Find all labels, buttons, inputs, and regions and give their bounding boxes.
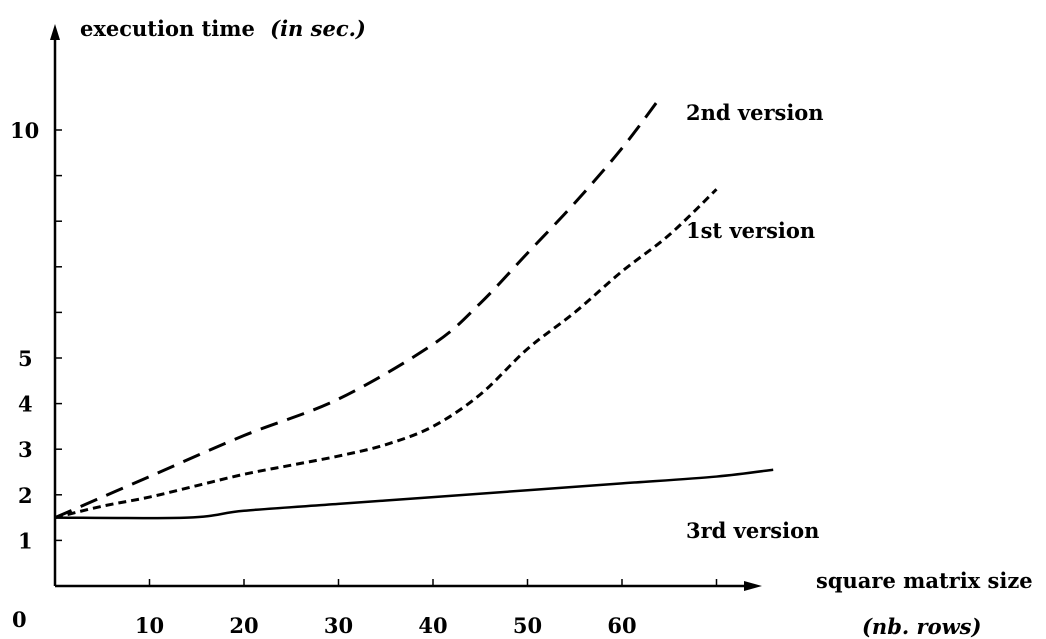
series-line-2 [54, 188, 718, 520]
y-axis-title-text: execution time [80, 16, 255, 41]
x-tick-label: 10 [135, 613, 164, 638]
y-axis-title-unit: (in sec.) [270, 16, 366, 41]
x-tick-label: 50 [513, 613, 542, 638]
x-axis-title: square matrix size [816, 568, 1033, 593]
y-tick-label: 4 [18, 392, 33, 417]
x-tick-label: 40 [418, 613, 447, 638]
y-tick-label: 5 [18, 346, 33, 371]
labels: execution time (in sec.) square matrix s… [12, 16, 1033, 639]
y-axis-arrow [50, 24, 60, 40]
x-tick-label: 20 [229, 613, 258, 638]
series-line-3 [54, 468, 774, 520]
x-tick-label: 60 [607, 613, 636, 638]
series-label-1: 2nd version [686, 100, 824, 125]
x-tick-label: 30 [324, 613, 353, 638]
series-label-3: 3rd version [686, 518, 819, 543]
y-tick-label: 3 [18, 437, 33, 462]
y-tick-label: 1 [18, 528, 33, 553]
y-axis-title: execution time (in sec.) [80, 16, 366, 41]
y-tick-label: 2 [18, 483, 33, 508]
x-axis-arrow [744, 581, 762, 591]
series-line-1 [54, 97, 661, 519]
ticks: 1 2 3 4 5 10 10 20 30 40 50 60 [10, 118, 718, 638]
series-label-2: 1st version [686, 218, 815, 243]
x-axis-unit: (nb. rows) [862, 614, 981, 639]
origin-label: 0 [12, 607, 27, 632]
y-tick-label: 10 [10, 118, 39, 143]
series-lines: 2nd version 1st version 3rd version [54, 97, 824, 543]
axes [50, 24, 762, 591]
